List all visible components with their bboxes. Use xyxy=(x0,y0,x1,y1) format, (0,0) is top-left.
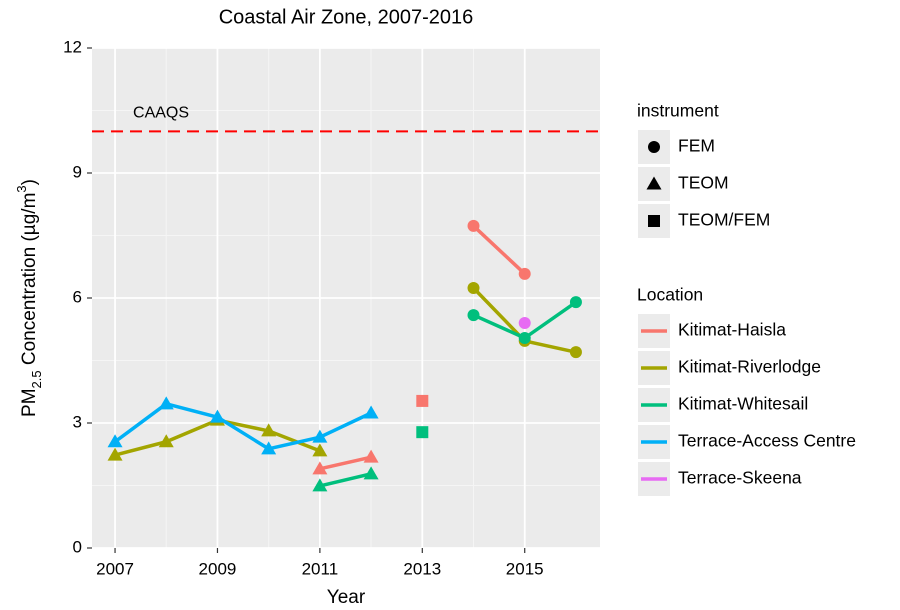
point xyxy=(467,282,480,294)
y-axis-title-part: Concentration (µg/m xyxy=(19,193,40,371)
legend-label: Kitimat-Riverlodge xyxy=(678,357,821,377)
point xyxy=(209,409,225,423)
legend-symbol xyxy=(646,176,662,190)
point xyxy=(518,267,531,280)
y-tick-label: 12 xyxy=(63,37,82,56)
point xyxy=(467,219,480,232)
point xyxy=(416,426,429,439)
legend-symbol xyxy=(648,215,660,227)
y-axis-title-part: 2.5 xyxy=(29,370,44,388)
legend-title: Location xyxy=(637,285,703,305)
y-tick-label: 6 xyxy=(73,287,82,306)
legend-symbol xyxy=(648,141,660,153)
point xyxy=(416,394,429,407)
x-axis-title: Year xyxy=(327,587,366,608)
legend-label: TEOM/FEM xyxy=(678,210,770,230)
point xyxy=(569,296,582,309)
point xyxy=(363,466,379,480)
y-axis-title: PM2.5 Concentration (µg/m3) xyxy=(14,179,44,417)
point xyxy=(107,434,123,448)
y-axis-title-part: 3 xyxy=(14,185,29,192)
point xyxy=(312,443,328,457)
x-tick-label: 2011 xyxy=(302,559,339,578)
point xyxy=(363,405,379,419)
legend-title: instrument xyxy=(637,101,719,121)
point xyxy=(261,441,277,455)
legend-label: Terrace-Access Centre xyxy=(678,431,856,451)
reference-label: CAAQS xyxy=(133,105,189,122)
y-tick-label: 9 xyxy=(73,162,82,181)
y-tick-label: 3 xyxy=(73,412,82,431)
line xyxy=(319,472,372,488)
point xyxy=(518,317,531,329)
chart-title: Coastal Air Zone, 2007-2016 xyxy=(219,6,474,28)
x-tick-label: 2007 xyxy=(96,559,134,578)
point xyxy=(569,346,582,359)
y-axis-title-part: ) xyxy=(19,179,40,185)
legend-label: FEM xyxy=(678,136,715,156)
point xyxy=(518,332,531,344)
legend-label: Kitimat-Haisla xyxy=(678,320,786,340)
x-tick-label: 2015 xyxy=(506,559,544,578)
point xyxy=(363,449,379,463)
legend-label: Terrace-Skeena xyxy=(678,468,802,488)
point xyxy=(158,434,174,448)
point xyxy=(312,429,328,443)
point xyxy=(261,423,277,437)
point xyxy=(467,309,480,322)
line xyxy=(319,455,372,471)
y-tick-label: 0 xyxy=(73,537,82,556)
legend-label: Kitimat-Whitesail xyxy=(678,394,808,414)
y-axis-title-part: PM xyxy=(19,388,40,417)
point xyxy=(107,447,123,461)
line xyxy=(114,402,372,451)
point xyxy=(312,461,328,475)
point xyxy=(312,478,328,492)
x-tick-label: 2009 xyxy=(199,559,237,578)
x-tick-label: 2013 xyxy=(403,559,441,578)
point xyxy=(158,396,174,410)
legend-label: TEOM xyxy=(678,173,729,193)
line xyxy=(472,224,526,276)
